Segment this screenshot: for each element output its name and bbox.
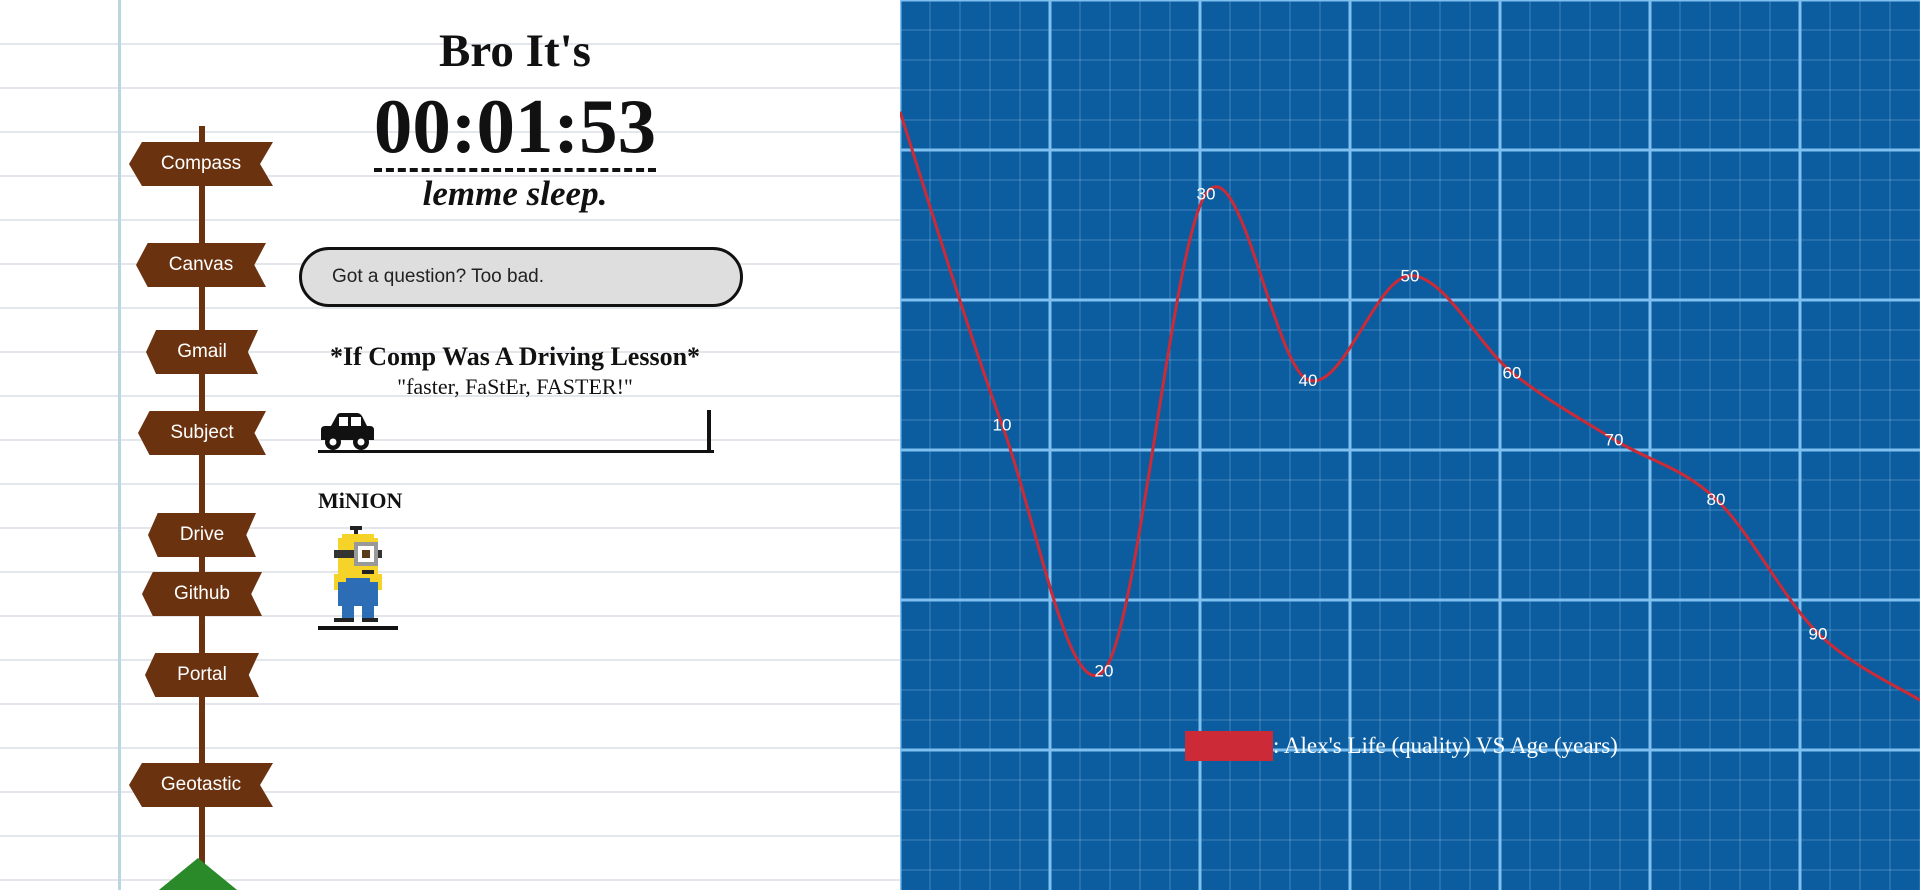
- page-title: Bro It's: [439, 25, 591, 77]
- driving-lesson-quote: "faster, FaStEr, FASTER!": [397, 374, 633, 399]
- minion-label: MiNION: [318, 488, 403, 513]
- nav-sign-subject[interactable]: Subject: [138, 411, 266, 455]
- grid-major: [900, 0, 1920, 890]
- data-point-label: 50: [1401, 267, 1420, 286]
- car-icon: [321, 413, 374, 450]
- chart-legend: : Alex's Life (quality) VS Age (years): [1185, 731, 1618, 761]
- question-text: Got a question? Too bad.: [332, 266, 544, 287]
- nav-sign-gmail[interactable]: Gmail: [146, 330, 258, 374]
- blueprint-chart-panel: 10 20 30 40 50 60 70 80 90 : Alex's Life (qualit…: [900, 0, 1920, 890]
- timer-container: 00:01:53: [300, 84, 730, 172]
- data-point-label: 80: [1707, 490, 1726, 509]
- nav-sign-github[interactable]: Github: [142, 572, 262, 616]
- driving-lesson-title: *If Comp Was A Driving Lesson*: [329, 342, 701, 371]
- data-point-label: 40: [1299, 371, 1318, 390]
- legend-label: : Alex's Life (quality) VS Age (years): [1273, 733, 1618, 758]
- signpost-pole: [199, 126, 205, 890]
- legend-swatch: [1185, 731, 1273, 761]
- data-point-label: 30: [1197, 185, 1216, 204]
- nav-sign-compass[interactable]: Compass: [129, 142, 273, 186]
- series-line: [900, 111, 1920, 702]
- life-quality-chart: 10 20 30 40 50 60 70 80 90 : Alex's Life (qualit…: [900, 0, 1920, 890]
- data-point-label: 70: [1605, 431, 1624, 450]
- nav-sign-portal[interactable]: Portal: [145, 653, 259, 697]
- page-subtitle: lemme sleep.: [422, 174, 608, 213]
- data-point-label: 90: [1809, 624, 1828, 643]
- data-point-label: 10: [993, 416, 1012, 435]
- countdown-timer: 00:01:53: [373, 84, 657, 172]
- nav-sign-drive[interactable]: Drive: [148, 513, 256, 557]
- nav-sign-geotastic[interactable]: Geotastic: [129, 763, 273, 807]
- question-box[interactable]: Got a question? Too bad.: [299, 247, 743, 307]
- minion-icon: [318, 526, 398, 630]
- notebook-paper-panel: Compass Canvas Gmail Subject Drive Githu…: [0, 0, 900, 890]
- data-point-label: 60: [1503, 364, 1522, 383]
- tree-top-icon: [154, 858, 242, 890]
- margin-line: [118, 0, 121, 890]
- point-labels: 10 20 30 40 50 60 70 80 90: [993, 185, 1828, 681]
- progress-track: [318, 450, 714, 453]
- data-point-label: 20: [1095, 662, 1114, 681]
- finish-line: [707, 410, 711, 453]
- nav-sign-canvas[interactable]: Canvas: [136, 243, 266, 287]
